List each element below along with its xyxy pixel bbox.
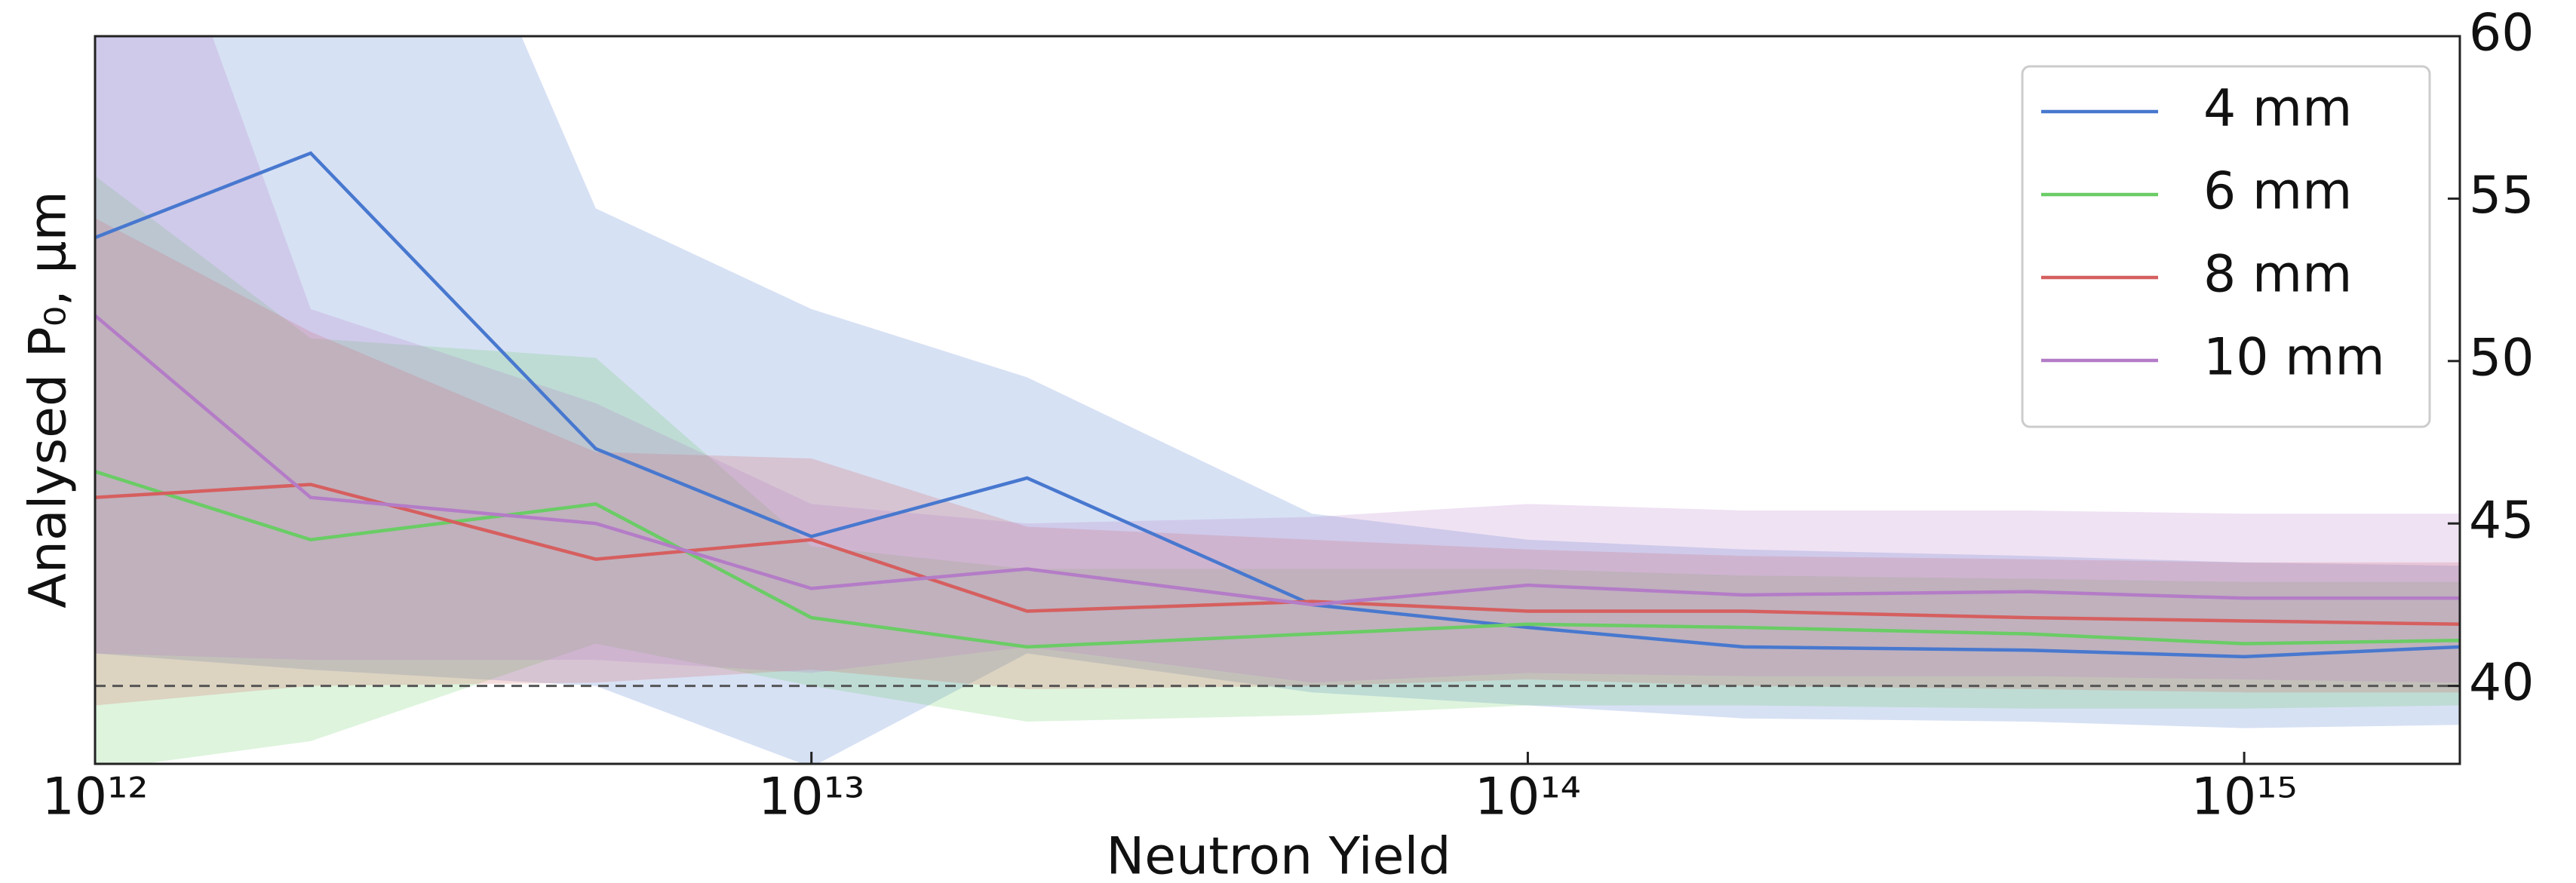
legend-label: 10 mm: [2203, 328, 2385, 388]
x-tick-label: 10¹³: [758, 768, 864, 827]
x-tick-label: 10¹⁴: [1475, 768, 1581, 827]
y-tick-label: 50: [2469, 328, 2535, 388]
y-tick-label: 45: [2469, 491, 2535, 550]
y-tick-label: 60: [2469, 4, 2535, 63]
plot-frame: [94, 35, 2461, 765]
legend-label: 8 mm: [2203, 245, 2352, 305]
x-tick-label: 10¹⁵: [2191, 768, 2298, 827]
legend-label: 6 mm: [2203, 162, 2352, 222]
error-band: [95, 36, 2460, 683]
error-band: [95, 36, 2460, 764]
series-line: [95, 314, 2460, 607]
y-tick-label: 40: [2469, 653, 2535, 713]
y-axis-label: Analysed P₀, µm: [19, 191, 78, 608]
x-tick-label: 10¹²: [41, 768, 148, 827]
bands: [95, 36, 2460, 764]
y-tick-label: 55: [2469, 166, 2535, 225]
x-axis-label: Neutron Yield: [1106, 827, 1451, 883]
error-band: [95, 218, 2460, 706]
legend-label: 4 mm: [2203, 79, 2352, 139]
series-line: [95, 483, 2460, 627]
error-band: [95, 176, 2460, 764]
lines: [95, 151, 2460, 688]
legend-box: [2021, 65, 2431, 428]
